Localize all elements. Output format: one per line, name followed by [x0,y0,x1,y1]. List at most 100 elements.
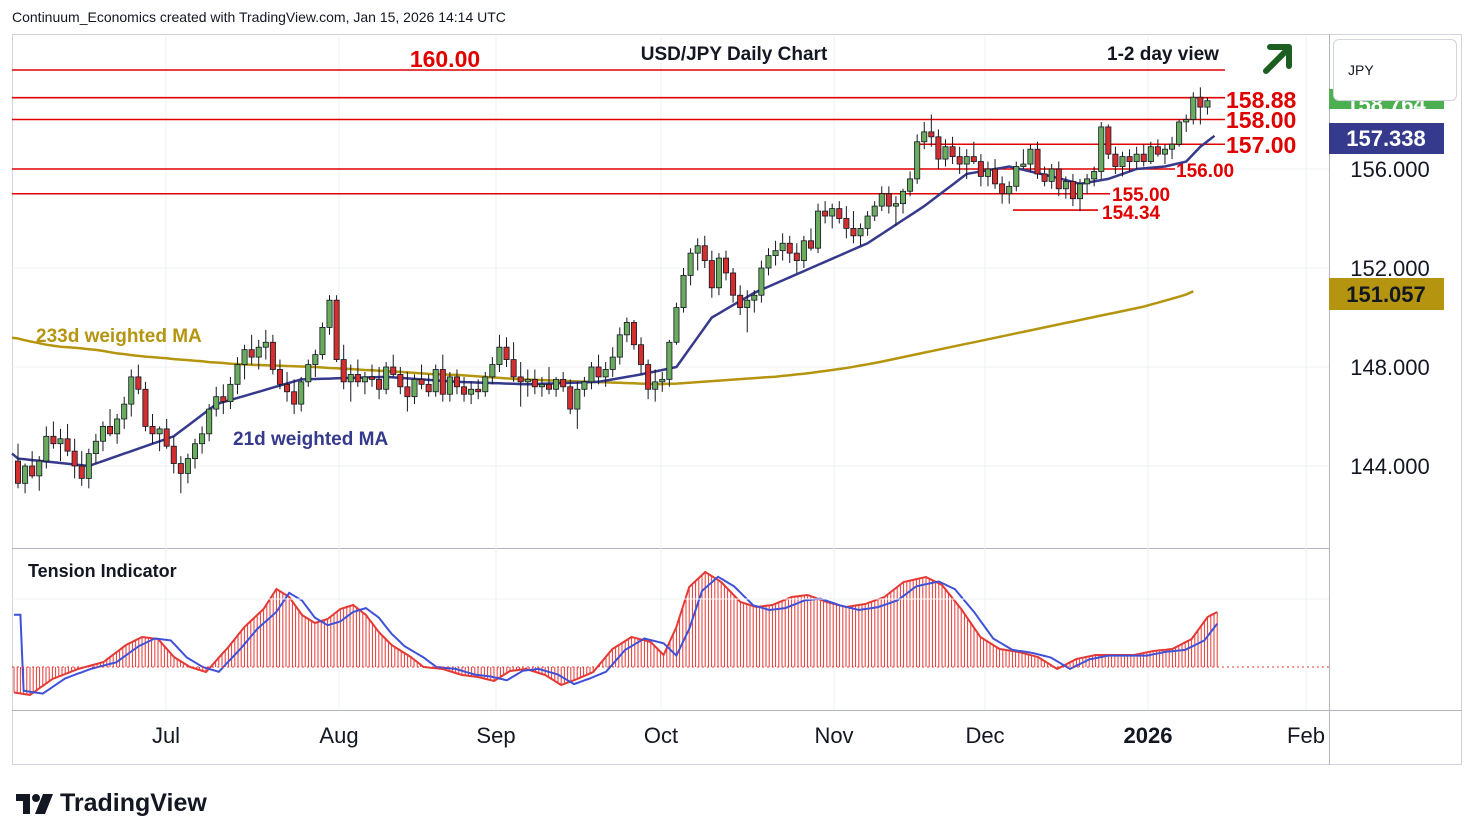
candle-body [751,294,758,301]
level-label: 154.34 [1102,203,1161,224]
candle-body [857,227,864,237]
candle-body [1077,183,1084,200]
candle-body [730,272,737,296]
candle [666,339,673,387]
candle [404,371,411,412]
svg-text:151.057: 151.057 [1346,282,1426,307]
candle [701,235,708,268]
candle-body [1161,148,1168,155]
candle-body [928,131,935,138]
candle [708,250,715,298]
candle [815,203,822,254]
candle [177,456,184,494]
currency-selector[interactable]: JPY [1333,39,1457,101]
chart-subtitle: 1-2 day view [1107,44,1219,65]
candle [191,438,198,469]
candle-body [977,161,984,177]
candle [376,367,383,400]
candle-body [206,408,213,435]
candle-body [630,322,637,346]
candle-body [744,299,751,308]
candle [1013,161,1020,192]
x-tick-label: Dec [965,723,1004,748]
candle-body [121,403,128,420]
candle [1154,139,1161,157]
candle [425,374,432,397]
candle [638,337,645,375]
tradingview-brand[interactable]: TradingView [16,789,207,818]
candle [956,146,963,174]
candle [836,201,843,224]
candle [581,376,588,397]
candle-body [376,378,383,390]
candle [843,206,850,239]
candle-body [878,193,885,207]
candle [36,456,43,491]
candle [418,364,425,390]
candle [999,176,1006,204]
candle [135,364,142,395]
candle [50,421,57,449]
candle-body [1105,126,1112,155]
candle-body [984,168,991,177]
candle [680,268,687,313]
candle-body [347,374,354,383]
candle-body [432,369,439,393]
candle-body [71,450,78,467]
candle [538,376,545,397]
candle-body [99,425,106,442]
candle-body [319,326,326,356]
candle [1062,176,1069,199]
x-tick-label: Feb [1287,723,1325,748]
candle-body [999,183,1006,195]
candle [284,371,291,402]
candle-body [956,156,963,165]
candle [609,347,616,377]
candle [57,428,64,462]
candle [361,371,368,395]
candle [779,233,786,261]
candle [977,154,984,187]
candle-body [78,465,85,479]
up-trend-arrow-icon [1263,44,1292,74]
candle-body [1084,178,1091,185]
candle-body [1020,163,1027,167]
tension-indicator-label: Tension Indicator [28,561,177,581]
candle-body [418,378,425,385]
candle-body [921,131,928,143]
candle-body [276,369,283,385]
candle [793,243,800,273]
candle-body [1204,100,1211,108]
candle-body [14,460,21,484]
candle [248,334,255,365]
candle-body [411,378,418,398]
candle [1105,124,1112,160]
candle [489,357,496,385]
candle [461,376,468,402]
candle-body [574,388,581,410]
candle-body [588,366,595,383]
candle [163,418,170,449]
candle-body [368,376,375,380]
candle [822,201,829,224]
candle [914,134,921,184]
candle-body [510,359,517,378]
candle-body [666,341,673,380]
candle-body [970,156,977,162]
candle-body [935,136,942,160]
candle-body [1027,148,1034,165]
candle [687,248,694,286]
candle-body [1176,121,1183,145]
candle [319,322,326,360]
candle-body [524,378,531,383]
level-label: 155.00 [1112,185,1170,206]
candle-body [503,346,510,360]
candle [567,379,574,415]
candle [326,295,333,335]
candle-body [354,374,361,383]
y-tick-label: 148.000 [1350,355,1430,380]
candle [170,436,177,474]
candle [340,344,347,390]
candle-body [326,299,333,328]
candle [1176,119,1183,147]
